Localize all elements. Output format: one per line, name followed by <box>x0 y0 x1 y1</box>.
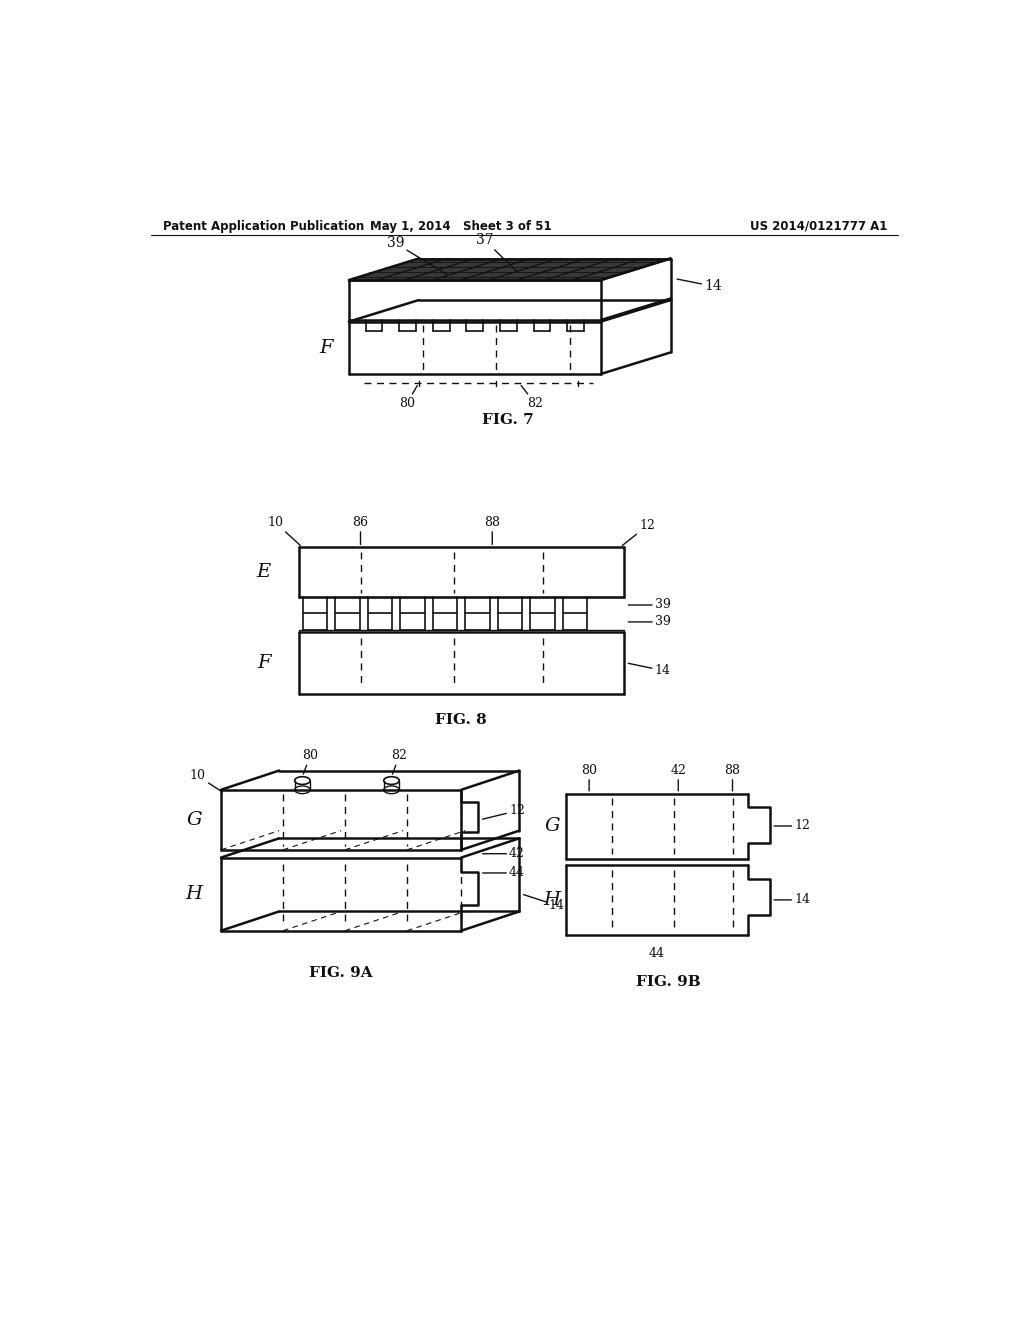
Text: E: E <box>256 562 270 581</box>
Text: 37: 37 <box>476 234 517 272</box>
Text: 42: 42 <box>671 764 686 791</box>
Text: 10: 10 <box>267 516 300 545</box>
Text: FIG. 8: FIG. 8 <box>435 714 487 727</box>
Text: Patent Application Publication: Patent Application Publication <box>163 219 365 232</box>
Text: 12: 12 <box>774 820 810 833</box>
Text: 12: 12 <box>482 804 525 820</box>
Text: 14: 14 <box>523 895 564 912</box>
Text: FIG. 7: FIG. 7 <box>482 413 534 428</box>
Text: FIG. 9A: FIG. 9A <box>309 966 373 979</box>
Text: 88: 88 <box>484 516 501 544</box>
Text: US 2014/0121777 A1: US 2014/0121777 A1 <box>751 219 888 232</box>
Text: 44: 44 <box>648 948 665 961</box>
Text: H: H <box>544 891 560 909</box>
Text: 39: 39 <box>629 615 671 628</box>
Text: 14: 14 <box>677 279 722 293</box>
Text: 82: 82 <box>521 385 543 409</box>
Text: 80: 80 <box>302 750 318 774</box>
Text: 12: 12 <box>623 519 655 545</box>
Text: 14: 14 <box>629 664 671 677</box>
Text: 14: 14 <box>774 894 810 907</box>
Text: 39: 39 <box>387 236 447 275</box>
Text: FIG. 9B: FIG. 9B <box>636 975 700 989</box>
Text: 80: 80 <box>582 764 597 791</box>
Text: 44: 44 <box>482 866 525 879</box>
Text: F: F <box>318 339 333 356</box>
Text: 39: 39 <box>629 598 671 611</box>
Text: G: G <box>186 810 202 829</box>
Text: 80: 80 <box>399 385 417 409</box>
Text: F: F <box>257 653 270 672</box>
Text: May 1, 2014   Sheet 3 of 51: May 1, 2014 Sheet 3 of 51 <box>371 219 552 232</box>
Text: 10: 10 <box>189 770 222 792</box>
Text: 42: 42 <box>482 847 525 861</box>
Text: 82: 82 <box>391 750 408 774</box>
Text: G: G <box>544 817 560 836</box>
Text: H: H <box>185 884 203 903</box>
Text: 88: 88 <box>725 764 740 791</box>
Text: 86: 86 <box>352 516 369 544</box>
